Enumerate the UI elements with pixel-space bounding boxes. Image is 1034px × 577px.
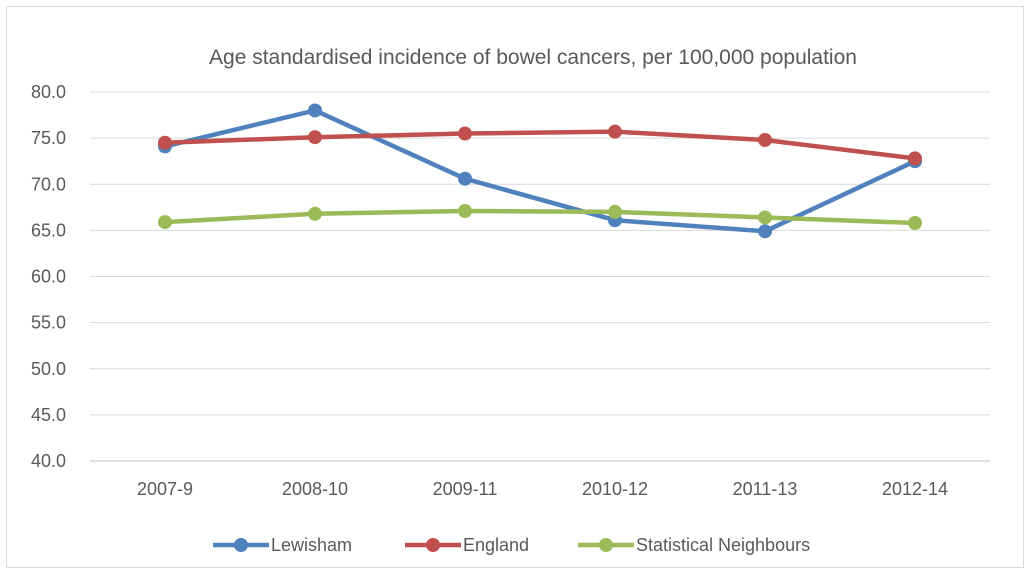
legend-item-lewisham: Lewisham [213,535,352,555]
legend-label: Statistical Neighbours [636,535,810,555]
x-axis-ticks: 2007-9 2008-10 2009-11 2010-12 2011-13 2012-1… [137,479,948,499]
series-statistical-neighbours [158,204,922,230]
legend-item-england: England [405,535,529,555]
data-point-statistical-neighbours [158,215,172,230]
data-point-england [308,130,322,145]
legend-swatch-marker [426,538,440,552]
data-point-england [758,132,772,147]
chart-title: Age standardised incidence of bowel canc… [209,46,857,69]
legend-label: England [463,535,529,555]
y-axis-ticks: 80.0 75.0 70.0 65.0 60.0 55.0 50.0 45.0 40.0 [31,82,66,471]
data-point-statistical-neighbours [308,206,322,221]
x-tick-label: 2012-14 [882,479,948,499]
legend-item-statistical-neighbours: Statistical Neighbours [578,535,810,555]
x-tick-label: 2011-13 [733,479,798,499]
legend-swatch-marker [234,538,248,552]
chart-frame [6,6,1024,568]
y-tick-label: 40.0 [31,451,66,471]
data-point-statistical-neighbours [908,215,922,230]
y-tick-label: 50.0 [31,359,66,379]
x-tick-label: 2008-10 [282,479,348,499]
legend-label: Lewisham [271,535,352,555]
data-point-england [908,151,922,166]
y-tick-label: 45.0 [31,405,66,425]
data-point-england [458,126,472,141]
data-point-statistical-neighbours [458,204,472,219]
legend-swatch-marker [599,538,613,552]
data-point-statistical-neighbours [608,204,622,219]
series-layer [158,103,922,239]
x-tick-label: 2010-12 [582,479,648,499]
x-tick-label: 2007-9 [137,479,193,499]
y-tick-label: 55.0 [31,313,66,333]
series-england [158,124,922,166]
y-tick-label: 65.0 [31,220,66,240]
data-point-lewisham [308,103,322,118]
legend: Lewisham England Statistical Neighbours [213,535,810,555]
y-tick-label: 80.0 [31,82,66,102]
data-point-lewisham [458,171,472,186]
y-tick-label: 75.0 [31,128,66,148]
gridlines [90,91,990,462]
y-tick-label: 60.0 [31,267,66,287]
data-point-lewisham [758,224,772,239]
data-point-england [608,124,622,139]
series-line-statistical-neighbours [162,208,918,226]
y-tick-label: 70.0 [31,174,66,194]
series-line-england [162,129,918,161]
data-point-statistical-neighbours [758,210,772,225]
data-point-england [158,135,172,150]
x-tick-label: 2009-11 [433,479,498,499]
